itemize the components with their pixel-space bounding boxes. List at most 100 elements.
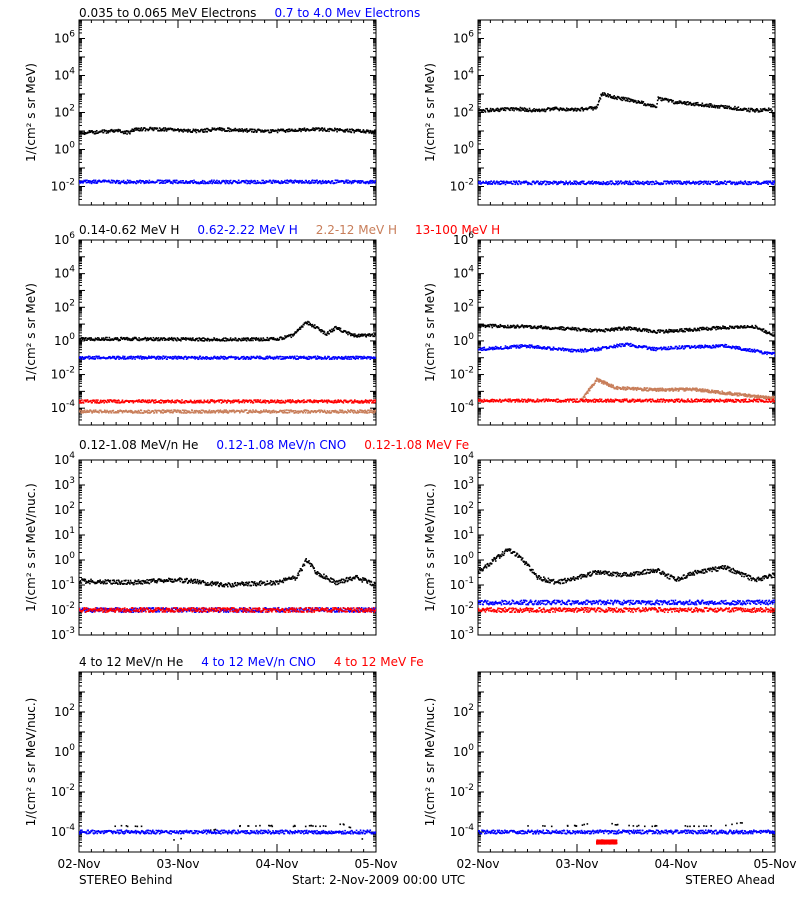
data-point [689,101,692,104]
data-point [173,357,176,359]
data-point [679,101,681,104]
data-point [315,358,317,360]
data-point [105,339,108,341]
data-point [237,181,239,184]
data-point [79,356,81,358]
data-point [123,130,126,133]
data-point [330,357,333,359]
data-point [488,110,491,113]
data-point [590,107,593,110]
data-point [232,129,235,132]
data-point [591,182,593,185]
data-point [364,181,366,184]
data-point [270,337,273,340]
data-point [676,182,678,185]
data-point [212,128,215,131]
data-point [239,411,241,414]
data-point [182,337,184,339]
data-point [142,356,145,358]
data-point [195,401,198,403]
data-point [738,181,740,183]
data-point [277,180,279,182]
data-point [370,130,372,133]
data-point [680,182,683,185]
data-point [687,101,689,103]
data-point [553,180,555,183]
data-point [129,357,132,360]
data-point [164,129,166,131]
data-point [705,103,708,106]
data-point [201,339,203,342]
data-point [299,179,301,182]
data-point [135,355,138,358]
data-point [304,181,306,184]
data-point [305,358,308,360]
data-point [301,179,303,182]
data-point [528,107,531,110]
data-point [372,409,375,412]
data-point [205,355,207,358]
data-point [765,182,768,185]
data-point [344,355,347,358]
data-point [362,129,365,131]
data-point [121,356,124,359]
data-point [733,181,736,184]
data-point [766,180,768,183]
data-point [735,109,738,111]
data-point [619,97,621,100]
data-point [304,409,306,411]
data-point [91,130,93,132]
data-point [739,107,742,110]
data-point [228,180,231,183]
data-point [94,339,96,341]
data-point [180,128,182,131]
data-point [675,101,678,103]
data-point [106,336,108,339]
data-point [165,411,167,414]
data-point [700,182,702,184]
data-point [564,182,567,184]
data-point [355,355,357,358]
data-point [224,356,227,359]
data-point [356,180,358,183]
data-point [265,356,267,358]
data-point [484,109,486,112]
data-point [620,180,622,182]
data-point [615,180,617,183]
data-point [226,338,229,340]
data-point [711,104,713,107]
data-point [300,180,302,183]
data-point [199,400,202,403]
data-point [607,96,610,98]
data-point [356,181,359,184]
data-point [133,356,136,359]
data-point [343,129,346,132]
data-point [138,399,140,401]
data-point [162,412,164,414]
data-point [269,357,272,360]
data-point [142,357,144,359]
data-point [91,412,93,414]
data-point [249,182,251,185]
data-point [116,337,119,339]
data-point [197,182,199,185]
data-point [315,400,318,402]
data-point [130,339,132,342]
data-point [328,412,330,414]
data-point [575,180,577,183]
data-point [660,182,663,185]
data-point [91,356,94,358]
data-point [494,182,497,185]
data-point [186,182,189,184]
data-point [241,128,243,130]
data-point [158,400,160,402]
data-point [543,109,545,112]
data-point [716,180,719,182]
data-point [195,182,198,185]
data-point [366,412,369,414]
data-point [129,181,132,184]
data-point [678,100,681,102]
data-point [360,334,362,337]
data-point [140,356,143,359]
title-segment: 0.035 to 0.065 MeV Electrons [79,6,256,20]
